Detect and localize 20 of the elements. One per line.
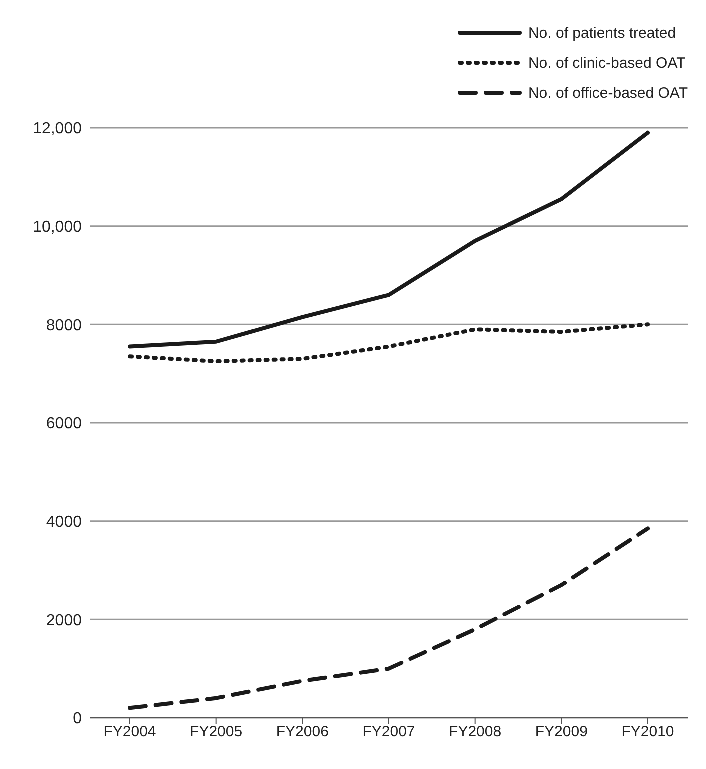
y-tick-label: 10,000 [33,219,82,236]
legend-label: No. of office-based OAT [528,84,688,102]
legend-label: No. of clinic-based OAT [528,54,686,72]
x-tick-label: FY2007 [362,724,416,741]
y-tick-label: 0 [73,710,82,728]
y-tick-label: 6000 [46,416,82,433]
line-series [128,526,650,710]
y-tick-label: 4000 [46,514,82,532]
x-tick-label: FY2006 [276,724,329,741]
y-tick-label: 2000 [46,612,82,630]
y-tick-label: 8000 [46,317,82,334]
legend-label: No. of patients treated [528,24,676,42]
x-tick-label: FY2010 [622,724,674,741]
x-tick-label: FY2009 [535,724,588,741]
x-tick-label: FY2004 [104,724,156,741]
x-tick-label: FY2008 [449,724,502,741]
y-tick-label: 12,000 [33,120,82,138]
line-series [128,130,650,349]
line-series [128,322,650,364]
x-tick-label: FY2005 [190,724,243,741]
